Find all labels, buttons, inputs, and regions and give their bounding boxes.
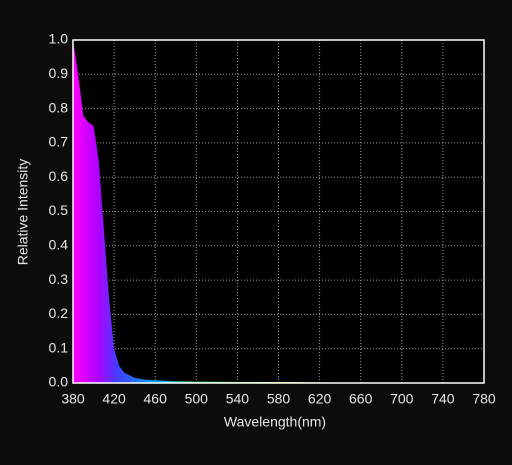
x-tick-label: 660 bbox=[349, 391, 373, 407]
spectrum-area bbox=[73, 40, 484, 383]
y-tick-label: 0.0 bbox=[49, 374, 69, 390]
y-tick-label: 0.9 bbox=[49, 65, 69, 81]
x-tick-label: 620 bbox=[308, 391, 332, 407]
x-tick-label: 580 bbox=[267, 391, 291, 407]
x-tick-label: 380 bbox=[61, 391, 85, 407]
y-axis-label: Relative Intensity bbox=[15, 159, 31, 266]
y-tick-label: 0.1 bbox=[49, 339, 69, 355]
y-tick-label: 0.5 bbox=[49, 202, 69, 218]
y-tick-label: 1.0 bbox=[49, 31, 69, 47]
x-tick-label: 540 bbox=[226, 391, 250, 407]
x-tick-label: 700 bbox=[390, 391, 414, 407]
x-tick-label: 460 bbox=[144, 391, 168, 407]
y-tick-label: 0.4 bbox=[49, 237, 69, 253]
x-tick-label: 420 bbox=[102, 391, 126, 407]
y-tick-label: 0.3 bbox=[49, 271, 69, 287]
x-tick-label: 780 bbox=[472, 391, 496, 407]
x-axis-label: Wavelength(nm) bbox=[224, 414, 326, 430]
y-tick-label: 0.2 bbox=[49, 305, 69, 321]
x-tick-label: 740 bbox=[431, 391, 455, 407]
y-tick-label: 0.6 bbox=[49, 168, 69, 184]
y-tick-label: 0.7 bbox=[49, 134, 69, 150]
y-tick-label: 0.8 bbox=[49, 99, 69, 115]
plot-border bbox=[72, 39, 485, 384]
x-tick-label: 500 bbox=[185, 391, 209, 407]
